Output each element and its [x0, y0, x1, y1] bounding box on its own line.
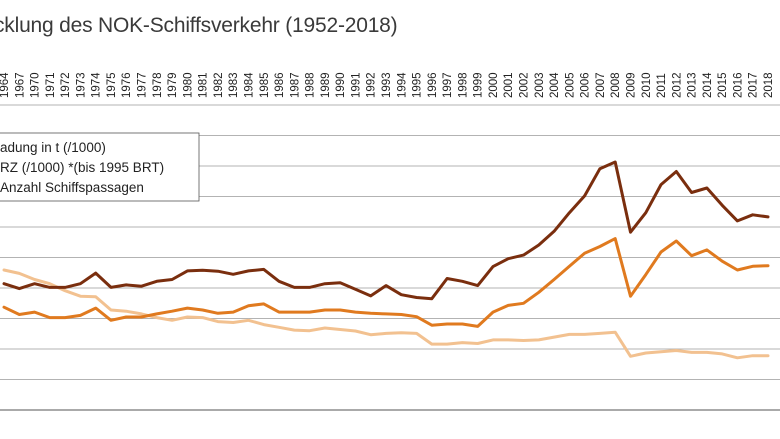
x-tick-label: 1981: [198, 72, 210, 98]
x-tick-label: 1980: [182, 72, 194, 98]
series-line-3: [2, 268, 770, 360]
x-tick-label: 2003: [534, 72, 546, 98]
x-tick-label: 2001: [503, 72, 515, 98]
x-tick-label: 1964: [0, 72, 11, 98]
x-tick-label: 2007: [595, 72, 607, 98]
legend-entry-2: RZ (/1000) *(bis 1995 BRT): [0, 160, 164, 175]
legend-box: [0, 132, 200, 202]
x-tick-label: 1976: [121, 72, 133, 98]
x-tick-label: 2004: [549, 72, 561, 98]
x-tick-label: 1991: [350, 72, 362, 98]
x-tick-label: 1995: [412, 72, 424, 98]
legend: adung in t (/1000) RZ (/1000) *(bis 1995…: [0, 132, 200, 202]
x-tick-label: 1967: [14, 72, 26, 98]
series-lines: [2, 160, 770, 360]
x-tick-label: 1982: [213, 72, 225, 98]
x-tick-label: 1984: [243, 72, 255, 98]
x-tick-label: 1992: [366, 72, 378, 98]
x-tick-label: 2005: [564, 72, 576, 98]
x-tick-label: 1994: [396, 72, 408, 98]
x-tick-label: 2009: [625, 72, 637, 98]
x-tick-label: 1999: [473, 72, 485, 98]
x-tick-label: 2008: [610, 72, 622, 98]
x-tick-label: 1993: [381, 72, 393, 98]
x-tick-label: 2006: [580, 72, 592, 98]
x-tick-label: 2002: [519, 72, 531, 98]
x-tick-label: 1998: [457, 72, 469, 98]
series-line-2: [2, 237, 770, 328]
x-tick-label: 1983: [228, 72, 240, 98]
x-tick-label: 1978: [152, 72, 164, 98]
x-tick-label: 1973: [75, 72, 87, 98]
x-tick-label: 1979: [167, 72, 179, 98]
x-tick-label: 1975: [106, 72, 118, 98]
x-tick-label: 2012: [671, 72, 683, 98]
x-tick-label: 1996: [427, 72, 439, 98]
x-tick-label: 2018: [763, 72, 775, 98]
x-tick-label: 2014: [702, 72, 714, 98]
x-tick-label: 1970: [30, 72, 42, 98]
chart-title: cklung des NOK-Schiffsverkehr (1952-2018…: [0, 14, 398, 37]
legend-entry-3: Anzahl Schiffspassagen: [0, 180, 144, 195]
x-tick-label: 1974: [91, 72, 103, 98]
x-tick-label: 1997: [442, 72, 454, 98]
x-tick-label: 2017: [748, 72, 760, 98]
x-tick-label: 1971: [45, 72, 57, 98]
x-tick-label: 1985: [259, 72, 271, 98]
x-tick-label: 1987: [289, 72, 301, 98]
x-tick-label: 2010: [641, 72, 653, 98]
series-line-1: [2, 160, 770, 301]
x-tick-label: 2015: [717, 72, 729, 98]
x-tick-label: 1990: [335, 72, 347, 98]
x-tick-label: 2013: [687, 72, 699, 98]
x-tick-label: 1986: [274, 72, 286, 98]
x-tick-label: 1977: [137, 72, 149, 98]
legend-entry-1: adung in t (/1000): [0, 140, 106, 155]
x-tick-label: 1972: [60, 72, 72, 98]
x-tick-label: 1989: [320, 72, 332, 98]
x-tick-label: 2011: [656, 73, 668, 98]
x-tick-label: 1988: [305, 72, 317, 98]
x-tick-label: 2000: [488, 72, 500, 98]
x-tick-labels: 1964 1967 1970 1971 1972 1973 1974 1975 1976 1977…: [0, 72, 775, 98]
x-tick-label: 2016: [732, 72, 744, 98]
